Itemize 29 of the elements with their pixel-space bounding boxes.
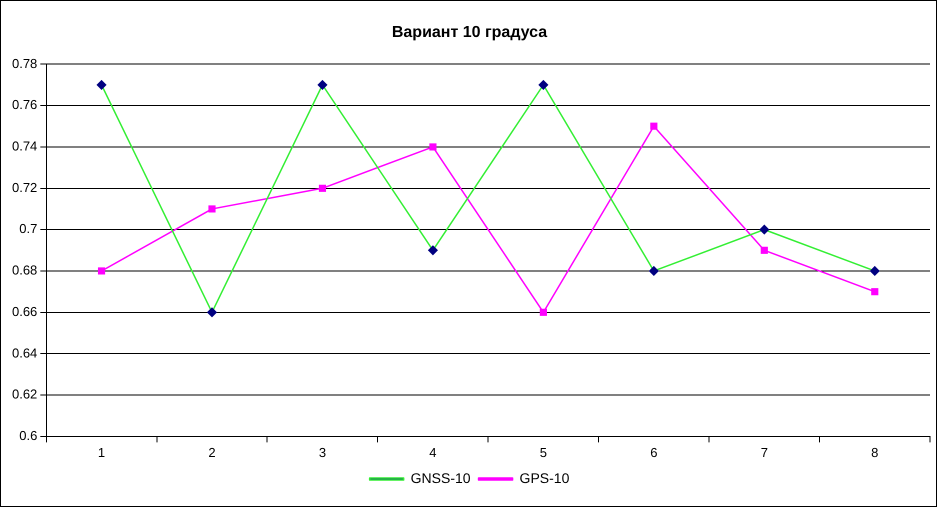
x-tick-label: 7 <box>760 444 768 460</box>
y-tick-label: 0.6 <box>19 428 38 443</box>
point <box>871 288 878 296</box>
x-tick-label: 5 <box>540 444 547 460</box>
y-tick-label: 0.66 <box>12 304 38 319</box>
y-tick-label: 0.62 <box>12 386 38 402</box>
point <box>540 308 547 316</box>
y-tick-label: 0.76 <box>12 97 38 112</box>
point <box>429 143 436 150</box>
y-tick-label: 0.7 <box>19 221 38 236</box>
point <box>208 205 216 213</box>
legend-label: GNSS-10 <box>410 470 471 486</box>
point <box>650 122 658 130</box>
y-tick-label: 0.74 <box>12 138 38 154</box>
x-tick-label: 8 <box>871 444 878 460</box>
y-tick-label: 0.68 <box>12 262 38 278</box>
point <box>318 184 326 192</box>
point <box>760 246 768 254</box>
point <box>98 267 106 275</box>
x-tick-label: 3 <box>318 444 326 460</box>
x-tick-label: 4 <box>429 444 437 460</box>
y-tick-label: 0.78 <box>12 56 38 71</box>
x-tick-label: 6 <box>650 444 658 460</box>
legend-label: GPS-10 <box>520 470 570 486</box>
chart-title: Вариант 10 градуса <box>392 24 548 42</box>
x-tick-label: 2 <box>208 444 216 460</box>
y-tick-label: 0.72 <box>12 180 38 195</box>
x-tick-label: 1 <box>98 444 106 460</box>
y-tick-label: 0.64 <box>12 345 38 360</box>
